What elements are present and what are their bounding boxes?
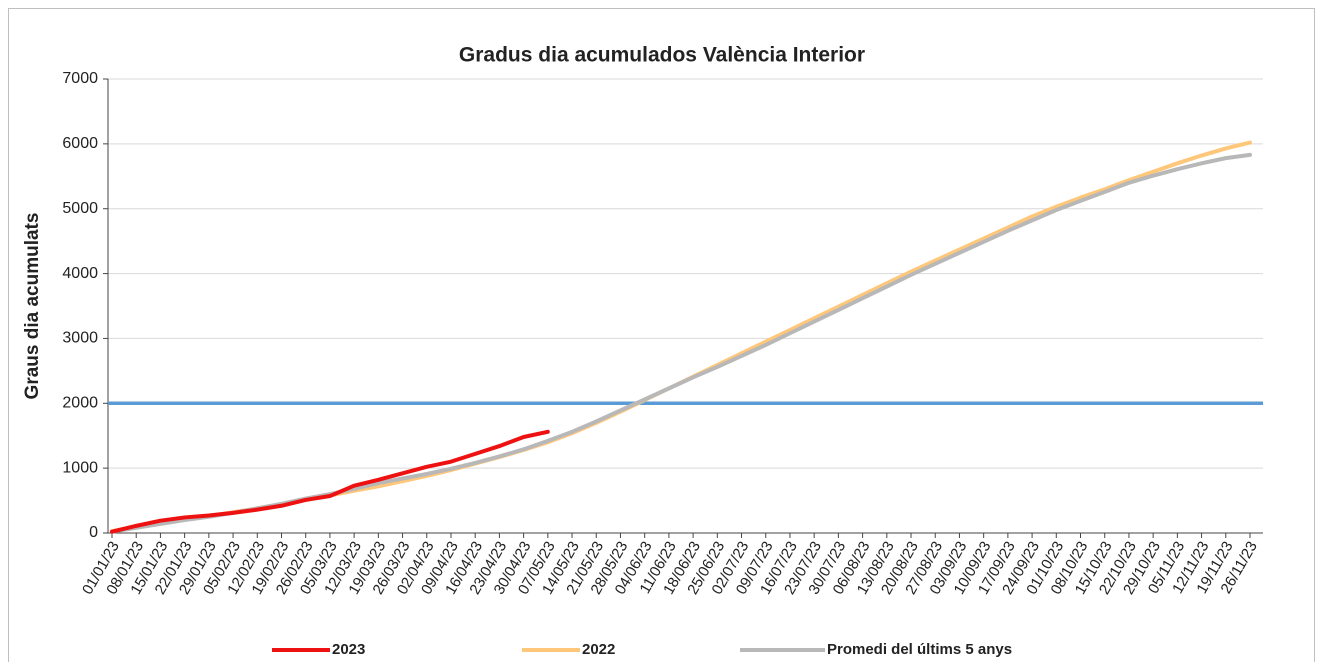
y-axis-label: Graus dia acumulats <box>22 213 43 400</box>
legend-label: Promedi del últims 5 anys <box>827 641 1012 658</box>
y-tick-label: 5000 <box>62 200 98 217</box>
y-tick-label: 0 <box>89 524 98 541</box>
y-tick-label: 6000 <box>62 135 98 152</box>
y-tick-label: 2000 <box>62 395 98 412</box>
y-tick-label: 4000 <box>62 265 98 282</box>
y-tick-label: 3000 <box>62 330 98 347</box>
series-line <box>110 429 550 534</box>
y-tick-label: 1000 <box>62 459 98 476</box>
legend-label: 2023 <box>332 641 365 658</box>
y-tick-label: 7000 <box>62 70 98 87</box>
chart-title: Gradus dia acumulados València Interior <box>459 44 865 67</box>
legend-label: 2022 <box>582 641 615 658</box>
chart-frame <box>8 8 1315 662</box>
